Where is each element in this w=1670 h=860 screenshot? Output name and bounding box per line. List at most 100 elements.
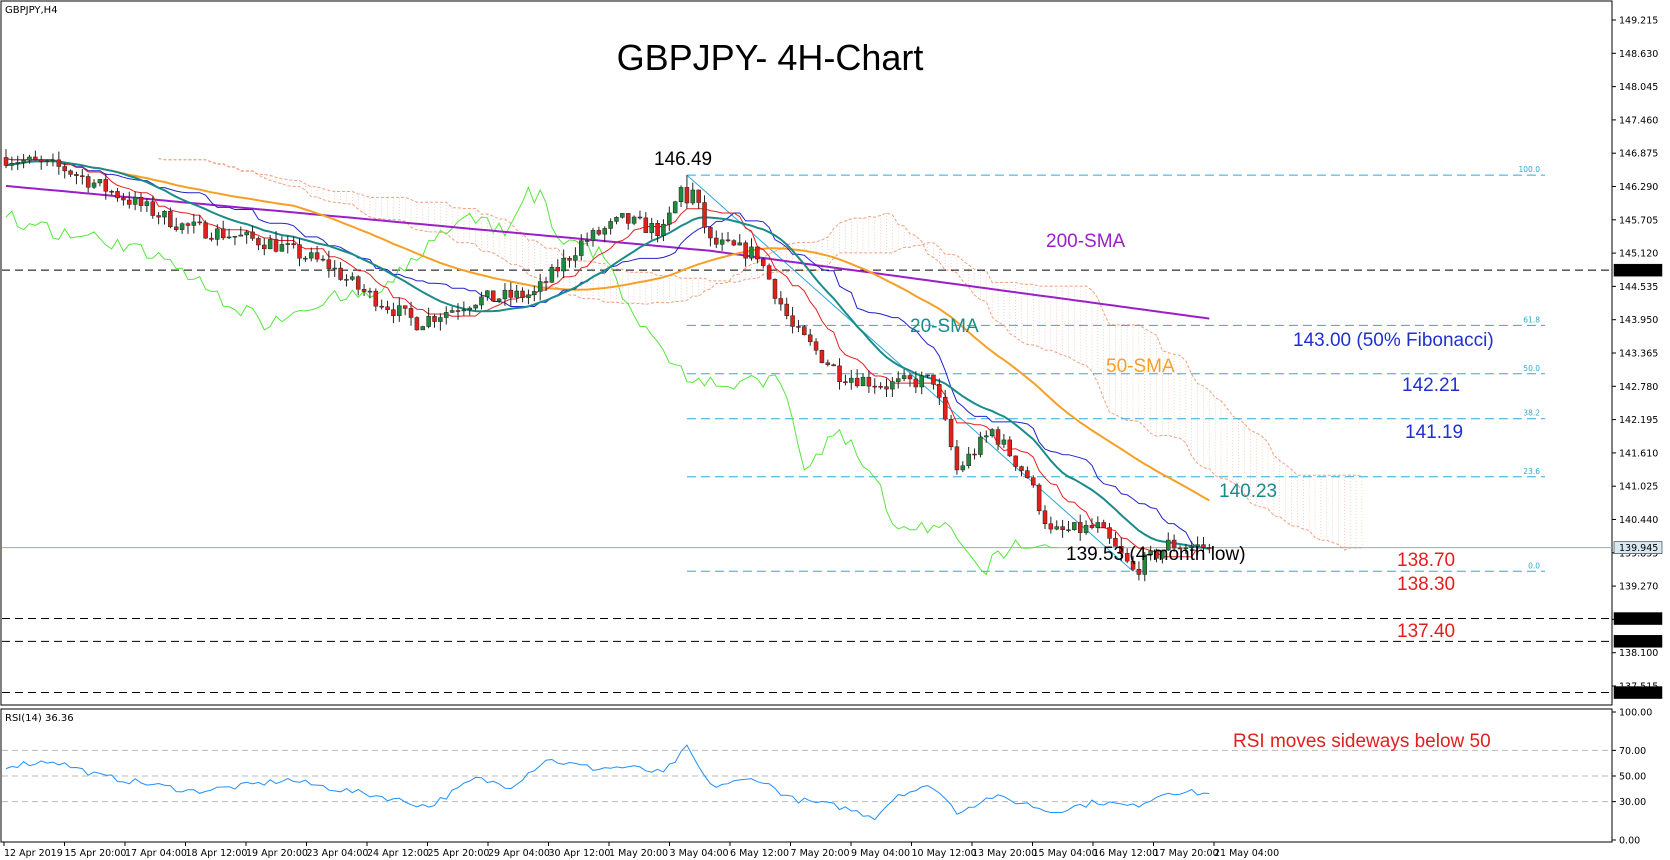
candle-body — [919, 375, 924, 388]
candle-body — [690, 189, 696, 204]
candle-body — [831, 364, 836, 367]
candle-body — [608, 221, 613, 229]
candle-body — [866, 376, 872, 387]
candle-body — [849, 377, 854, 383]
time-tick-label: 19 Apr 20:00 — [246, 848, 308, 859]
sma20-line — [5, 160, 1210, 550]
candle-body — [1119, 546, 1124, 554]
candle-body — [1195, 544, 1200, 547]
candle-body — [91, 182, 97, 188]
candle-body — [203, 222, 208, 239]
candle-body — [942, 397, 948, 420]
candle-body — [103, 179, 109, 192]
candle-body — [860, 376, 866, 387]
candle-body — [21, 159, 26, 163]
candle-body — [714, 237, 719, 245]
candle-body — [426, 316, 431, 327]
time-tick-label: 7 May 20:00 — [791, 848, 850, 859]
candle-body — [708, 227, 713, 239]
candle-body — [954, 446, 960, 471]
candle-body — [549, 267, 555, 283]
candle-body — [308, 252, 314, 259]
candle-body — [872, 385, 878, 388]
candle-body — [250, 231, 255, 239]
candle-body — [1171, 539, 1177, 549]
candle-body — [643, 217, 649, 233]
price-tick-label: 142.195 — [1619, 415, 1658, 426]
candle-body — [931, 374, 936, 385]
time-tick-label: 29 Apr 04:00 — [488, 848, 550, 859]
candle-body — [1025, 470, 1030, 479]
candle-body — [907, 375, 913, 380]
sma200-line — [5, 184, 1210, 320]
rsi-annotation: RSI moves sideways below 50 — [1233, 731, 1491, 752]
annotation-label: 142.21 — [1402, 375, 1460, 396]
candle-body — [361, 288, 367, 292]
candle-body — [937, 384, 942, 398]
candle-body — [1007, 439, 1013, 457]
annotation-label: 138.30 — [1397, 574, 1455, 595]
time-tick-label: 15 Apr 20:00 — [65, 848, 127, 859]
level-price-label: 138.700 — [1619, 614, 1658, 625]
price-tick-label: 142.780 — [1619, 382, 1658, 393]
candle-body — [672, 201, 678, 214]
candle-body — [614, 217, 619, 222]
candle-body — [637, 216, 643, 219]
candle-body — [267, 239, 273, 250]
price-tick-label: 146.875 — [1619, 149, 1658, 160]
time-tick-label: 16 May 12:00 — [1093, 848, 1158, 859]
price-tick-label: 145.120 — [1619, 249, 1658, 260]
candle-body — [1019, 466, 1024, 471]
candle-body — [121, 197, 126, 201]
candle-body — [80, 175, 85, 177]
candle-body — [678, 187, 684, 202]
candle-body — [168, 210, 173, 228]
senkou-span-a — [158, 158, 1362, 551]
candle-body — [226, 236, 232, 239]
time-tick-label: 10 May 12:00 — [912, 848, 977, 859]
candle-body — [156, 215, 161, 218]
candle-body — [326, 259, 332, 269]
candle-body — [68, 170, 73, 175]
candle-body — [209, 237, 214, 240]
candle-body — [702, 202, 707, 228]
time-tick-label: 1 May 20:00 — [609, 848, 668, 859]
candle-body — [15, 162, 20, 164]
candle-body — [502, 289, 508, 300]
candle-body — [338, 267, 343, 280]
candle-body — [1060, 526, 1065, 531]
candle-body — [684, 187, 690, 204]
time-tick-label: 21 May 04:00 — [1214, 848, 1279, 859]
kijun-sen-line — [5, 158, 1210, 549]
candle-body — [485, 290, 490, 298]
candle-body — [813, 341, 819, 351]
candle-body — [179, 223, 185, 230]
candle-body — [1048, 523, 1054, 530]
candle-body — [772, 278, 778, 299]
candle-body — [285, 243, 291, 245]
candle-body — [238, 234, 244, 237]
price-tick-label: 145.705 — [1619, 215, 1658, 226]
chikou-span-line — [5, 186, 1057, 576]
candle-body — [408, 308, 414, 318]
symbol-label: GBPJPY,H4 — [5, 5, 58, 16]
candle-body — [173, 226, 179, 230]
candle-body — [438, 317, 443, 322]
candle-body — [1077, 522, 1083, 533]
senkou-span-b — [158, 158, 1363, 477]
price-tick-label: 146.290 — [1619, 182, 1658, 193]
candle-body — [854, 377, 860, 387]
candle-body — [385, 306, 390, 310]
candle-body — [725, 239, 731, 242]
candle-body — [719, 239, 725, 245]
time-tick-label: 23 Apr 04:00 — [307, 848, 369, 859]
candle-body — [895, 378, 901, 382]
candle-body — [273, 239, 279, 252]
annotation-label: 146.49 — [654, 149, 712, 170]
candle-body — [397, 305, 402, 316]
candle-body — [661, 223, 666, 237]
candle-body — [1183, 547, 1189, 550]
level-price-label: 137.400 — [1619, 688, 1658, 699]
